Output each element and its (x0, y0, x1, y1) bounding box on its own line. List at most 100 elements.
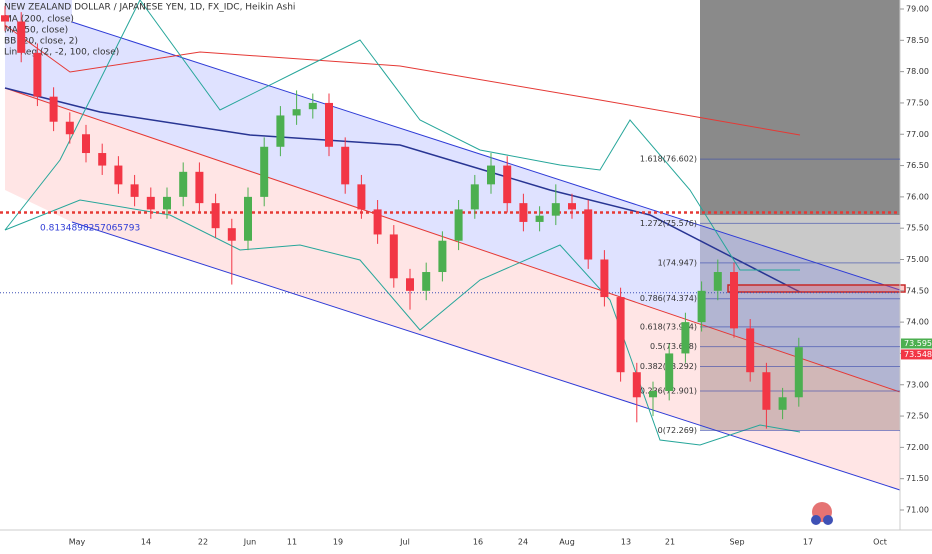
price-label: 75.50 (906, 224, 929, 233)
fib-label: 1.272(75.576) (640, 219, 697, 228)
candle-body (82, 134, 90, 154)
fib-label: 1(74.947) (658, 258, 697, 267)
price-label: 79.00 (906, 5, 929, 14)
candle-body (406, 278, 414, 291)
ma-50 (4, 87, 801, 293)
candle-body (325, 102, 333, 147)
candle-body (1, 15, 9, 22)
zone-box (727, 284, 906, 293)
candle-body (146, 196, 155, 210)
time-label: Jul (399, 538, 410, 547)
fib-label: 0.618(73.924) (640, 322, 697, 331)
time-label: 13 (621, 538, 631, 547)
candle-body (632, 372, 641, 398)
price-label: 75.00 (906, 255, 929, 264)
candle-body (292, 109, 301, 116)
candle-body (389, 234, 398, 279)
candle-body (244, 196, 252, 241)
candle-body (195, 171, 204, 204)
candle-body (503, 165, 512, 204)
fib-label: 0.786(74.374) (640, 294, 697, 303)
time-label: Jun (243, 538, 257, 547)
candle-body (697, 290, 706, 323)
candle-body (98, 153, 107, 166)
candle-body (519, 203, 528, 222)
indicator: BB (20, close, 2) (4, 37, 78, 47)
candle-body (535, 215, 544, 222)
price-label: 74.50 (906, 286, 929, 295)
channel-label: 0.8134898257065793 (40, 224, 140, 234)
price-label: 78.50 (906, 36, 929, 45)
time-label: 11 (287, 538, 297, 547)
time-label: Sep (729, 538, 744, 547)
price-label: 78.00 (906, 67, 929, 76)
candle-body (454, 209, 463, 241)
time-label: 19 (333, 538, 343, 547)
channel-upper-fill (5, 0, 900, 392)
time-label: 24 (518, 538, 528, 547)
time-label: May (69, 538, 86, 547)
time-label: Aug (559, 538, 575, 547)
logo (811, 515, 821, 525)
price-badge-label: 73.595 (904, 339, 932, 348)
channel-lower-fill (5, 88, 900, 490)
candle-body (616, 297, 625, 373)
candle-body (568, 203, 576, 210)
shaded-zone (700, 0, 900, 215)
candle-body (681, 322, 690, 354)
candle-body (487, 165, 495, 185)
candle-body (470, 184, 479, 210)
candle-body (649, 391, 657, 398)
candle-body (600, 259, 609, 298)
price-label: 73.00 (906, 380, 929, 389)
candle-body (357, 184, 366, 210)
price-label: 76.50 (906, 161, 929, 170)
channel-upper (71, 21, 901, 291)
candle-body (762, 372, 771, 410)
candle-body (33, 52, 42, 97)
bb-upper (4, 0, 800, 271)
candle-body (17, 21, 26, 53)
candle-body (551, 203, 560, 216)
candle-body (730, 272, 738, 329)
ma-200 (4, 24, 801, 136)
candle-body (341, 146, 350, 185)
price-label: 72.50 (906, 412, 929, 421)
indicator: Lin Reg (2, -2, 100, close) (4, 48, 119, 58)
indicator: MA (50, close) (4, 26, 68, 36)
candle-body (438, 240, 447, 273)
fib-label: 1.618(76.602) (640, 155, 697, 164)
price-badge (901, 338, 932, 349)
candle-body (794, 347, 803, 398)
candle-body (713, 272, 722, 291)
price-label: 72.00 (906, 443, 929, 452)
fib-label: 0.5(73.608) (650, 342, 697, 351)
candle-body (584, 209, 593, 260)
price-label: 71.50 (906, 474, 929, 483)
candle-body (260, 146, 269, 197)
time-label: 14 (141, 538, 151, 547)
candle-body (778, 397, 787, 410)
chart-title: NEW ZEALAND DOLLAR / JAPANESE YEN, 1D, F… (4, 3, 295, 13)
time-label: 21 (665, 538, 675, 547)
time-label: 16 (473, 538, 483, 547)
price-label: 71.00 (906, 506, 929, 515)
candle-body (163, 196, 171, 210)
time-label: Oct (873, 538, 887, 547)
candle-body (49, 96, 58, 122)
candle-body (422, 272, 431, 291)
candle-body (130, 184, 139, 197)
candle-body (65, 121, 74, 135)
candle-body (373, 209, 382, 235)
candle-body (114, 165, 123, 185)
fib-label: 0(72.269) (658, 426, 697, 435)
indicator: MA (200, close) (4, 15, 74, 25)
candle-body (276, 115, 285, 147)
price-label: 74.00 (906, 318, 929, 327)
price-label: 77.00 (906, 130, 929, 139)
candle-body (308, 102, 317, 110)
channel-lower (71, 221, 901, 491)
candle-body (746, 328, 755, 373)
price-badge (901, 349, 932, 360)
